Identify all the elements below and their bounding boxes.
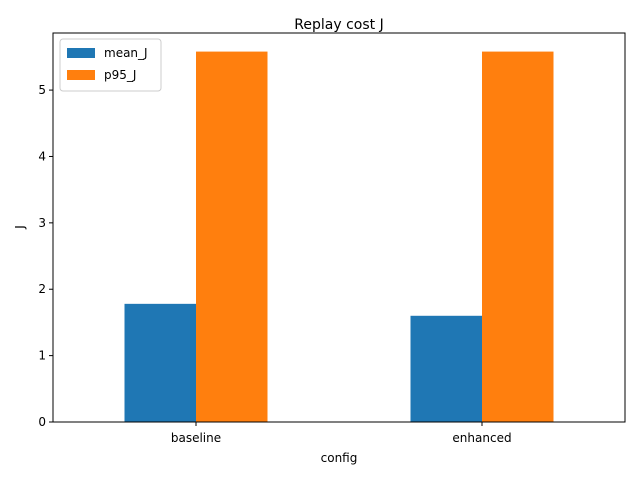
bar-mean_J-baseline	[124, 303, 196, 422]
y-tick-label: 4	[38, 149, 46, 163]
bar-p95_J-baseline	[196, 51, 268, 422]
y-axis-label: J	[13, 225, 27, 230]
y-tick-label: 3	[38, 216, 46, 230]
legend-swatch-p95_J	[67, 70, 95, 80]
legend-label-p95_J: p95_J	[104, 68, 136, 82]
x-axis: baseline enhanced	[171, 422, 512, 445]
y-axis: 0 1 2 3 4 5	[38, 83, 53, 429]
y-tick-label: 5	[38, 83, 46, 97]
legend-swatch-mean_J	[67, 48, 95, 58]
y-tick-label: 2	[38, 282, 46, 296]
bar-mean_J-enhanced	[410, 315, 482, 422]
plot-frame	[52, 32, 626, 423]
x-tick-label: enhanced	[452, 431, 511, 445]
x-axis-label: config	[321, 451, 358, 465]
legend-label-mean_J: mean_J	[104, 46, 148, 60]
x-tick-label: baseline	[171, 431, 221, 445]
bars-group	[124, 51, 554, 422]
chart-title: Replay cost J	[294, 17, 383, 33]
legend: mean_J p95_J	[59, 38, 162, 92]
y-tick-label: 0	[38, 415, 46, 429]
y-tick-label: 1	[38, 349, 46, 363]
bar-p95_J-enhanced	[482, 51, 554, 422]
